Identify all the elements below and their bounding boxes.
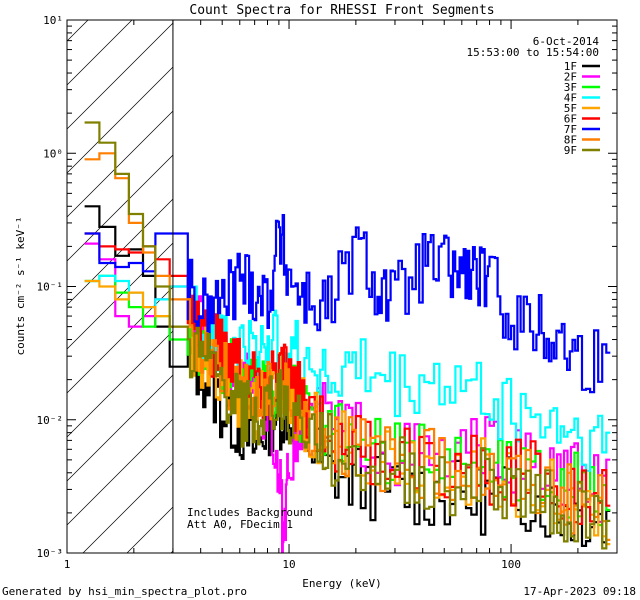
- axis-ticks: [66, 19, 618, 554]
- series-4F: [84, 274, 611, 472]
- series-layer: [84, 121, 611, 553]
- background-note: Includes Background: [187, 506, 313, 519]
- y-tick-label: 10⁻²: [37, 414, 64, 427]
- legend-label-3F: 3F: [564, 81, 577, 94]
- legend-label-1F: 1F: [564, 60, 577, 73]
- legend-label-4F: 4F: [564, 92, 577, 105]
- series-8F: [84, 152, 611, 541]
- x-tick-label: 100: [501, 558, 521, 571]
- series-9F: [84, 121, 611, 550]
- date-label: 6-Oct-2014: [533, 35, 600, 48]
- x-axis-label: Energy (keV): [302, 577, 381, 590]
- footer-timestamp: 17-Apr-2023 09:18: [523, 585, 636, 598]
- legend-label-5F: 5F: [564, 102, 577, 115]
- legend-label-6F: 6F: [564, 113, 577, 126]
- legend-label-8F: 8F: [564, 134, 577, 147]
- footer-generator: Generated by hsi_min_spectra_plot.pro: [2, 585, 247, 598]
- y-tick-label: 10⁻¹: [37, 281, 64, 294]
- y-axis-label: counts cm⁻² s⁻¹ keV⁻¹: [14, 216, 27, 355]
- y-tick-label: 10⁰: [43, 147, 63, 160]
- y-tick-label: 10¹: [43, 14, 63, 27]
- x-tick-label: 10: [282, 558, 295, 571]
- y-tick-label: 10⁻³: [37, 547, 64, 560]
- legend-label-7F: 7F: [564, 123, 577, 136]
- legend-label-2F: 2F: [564, 71, 577, 84]
- chart-title: Count Spectra for RHESSI Front Segments: [189, 3, 494, 18]
- attenuator-note: Att A0, FDecim 1: [187, 518, 293, 531]
- x-tick-label: 1: [64, 558, 71, 571]
- series-7F: [84, 214, 611, 394]
- legend-label-9F: 9F: [564, 144, 577, 157]
- time-range-label: 15:53:00 to 15:54:00: [467, 46, 599, 59]
